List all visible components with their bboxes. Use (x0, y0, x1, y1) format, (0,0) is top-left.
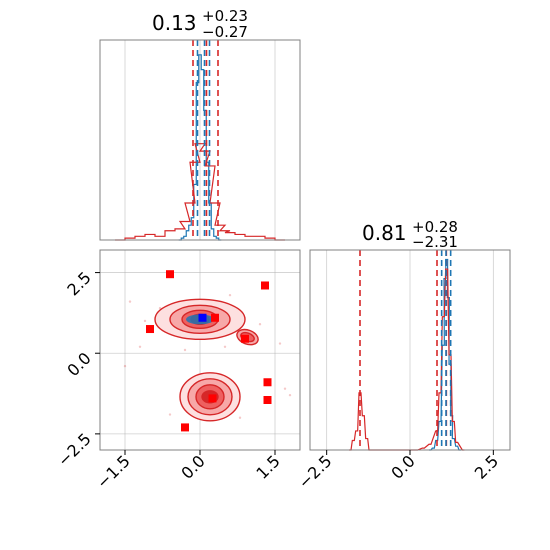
red-point-0 (166, 270, 174, 279)
histogram-series-0 (429, 258, 461, 451)
sample-dot (128, 300, 132, 303)
red-point-2 (146, 325, 154, 334)
title-param1-sub: −0.27 (202, 23, 248, 41)
sample-dot (138, 345, 142, 348)
title-param2-sup: +0.28 (412, 218, 458, 236)
sample-dot (123, 364, 127, 368)
sample-dot (158, 306, 162, 310)
xtick-label-0: −1.5 (93, 451, 134, 492)
xtick-label-0: −2.5 (295, 451, 336, 492)
sample-dot (183, 348, 187, 352)
sample-dot (228, 293, 232, 297)
red-point-3 (211, 313, 219, 322)
title-param2-sub: −2.31 (412, 233, 458, 251)
title-param1-main: 0.13 (152, 11, 197, 35)
marginal-param1-frame (99, 39, 301, 241)
sample-dot (258, 322, 262, 326)
sample-dot (143, 319, 147, 323)
title-param1: 0.13 +0.23 −0.27 (152, 7, 248, 41)
xtick-label-2: 2.5 (471, 451, 502, 482)
marginal-panel-param2: −2.5 0.0 2.5 (295, 249, 511, 492)
marginal-panel-param1 (99, 39, 301, 241)
sample-dot (283, 387, 287, 390)
sample-dot (278, 342, 282, 345)
ytick-label-1: 0.0 (63, 349, 94, 380)
histogram-series-0 (178, 54, 222, 241)
red-point-4 (241, 334, 249, 343)
xtick-label-2: 1.5 (252, 451, 283, 482)
sample-dot (168, 413, 172, 416)
sample-dot (288, 393, 292, 397)
ytick-label-2: 2.5 (63, 268, 94, 299)
ytick-label-0: −2.5 (54, 429, 95, 470)
sample-dot (223, 345, 227, 348)
red-point-7 (208, 394, 217, 403)
xtick-label-1: 0.0 (177, 451, 208, 482)
joint-panel-param1-param2: −1.5 0.0 1.5 −2.5 0.0 2.5 (54, 249, 301, 492)
xtick-label-1: 0.0 (387, 451, 418, 482)
title-param2: 0.81 +0.28 −2.31 (362, 218, 458, 251)
title-param2-main: 0.81 (362, 221, 407, 245)
sample-dot (238, 416, 242, 419)
red-point-5 (263, 378, 272, 387)
red-point-6 (263, 396, 272, 404)
red-point-1 (261, 281, 269, 290)
red-point-8 (181, 423, 189, 432)
title-param1-sup: +0.23 (202, 7, 248, 25)
blue-point-0 (198, 313, 207, 322)
